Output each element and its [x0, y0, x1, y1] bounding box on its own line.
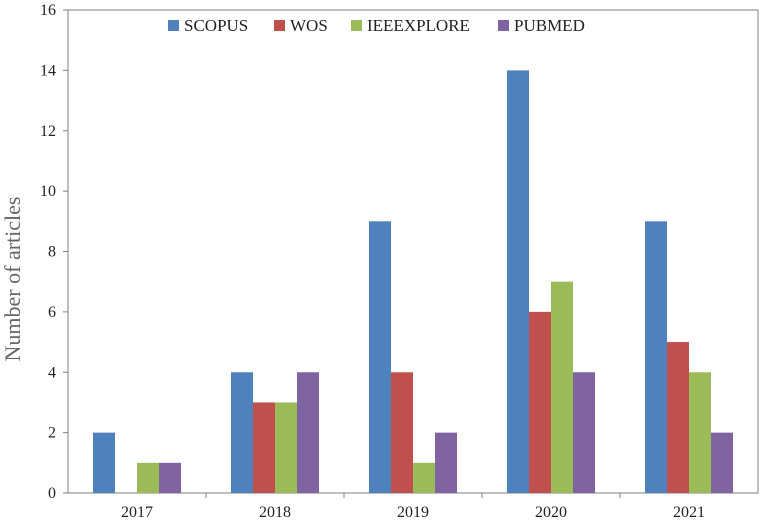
y-tick-label: 4	[48, 364, 56, 381]
y-axis-label: Number of articles	[0, 197, 25, 362]
x-tick-label: 2018	[259, 504, 291, 521]
legend-label-scopus: SCOPUS	[184, 16, 248, 35]
y-tick-label: 8	[48, 244, 56, 261]
legend-label-pubmed: PUBMED	[514, 16, 585, 35]
bar-pubmed-2018	[297, 372, 319, 493]
legend-swatch-scopus	[168, 20, 179, 31]
y-tick-label: 12	[40, 123, 56, 140]
y-tick-label: 10	[40, 183, 56, 200]
bars	[93, 70, 733, 493]
x-tick-label: 2017	[121, 504, 153, 521]
x-tick-label: 2021	[673, 504, 705, 521]
y-tick-label: 0	[48, 485, 56, 502]
bar-ieeexplore-2021	[689, 372, 711, 493]
legend: SCOPUS WOS IEEEXPLORE PUBMED	[168, 16, 585, 35]
legend-label-wos: WOS	[290, 16, 328, 35]
y-axis: 0 2 4 6 8 10 12 14 16	[40, 2, 68, 502]
bar-ieeexplore-2018	[275, 402, 297, 493]
legend-swatch-pubmed	[498, 20, 509, 31]
bar-pubmed-2020	[573, 372, 595, 493]
bar-ieeexplore-2020	[551, 281, 573, 493]
legend-swatch-wos	[274, 20, 285, 31]
legend-swatch-ieeexplore	[351, 20, 362, 31]
y-tick-label: 2	[48, 425, 56, 442]
y-tick-label: 16	[40, 2, 56, 19]
bar-scopus-2020	[507, 70, 529, 493]
x-tick-label: 2019	[397, 504, 429, 521]
bar-scopus-2017	[93, 432, 115, 493]
bar-scopus-2021	[645, 221, 667, 493]
bar-pubmed-2021	[711, 432, 733, 493]
bar-scopus-2019	[369, 221, 391, 493]
bar-ieeexplore-2017	[137, 462, 159, 493]
bar-ieeexplore-2019	[413, 462, 435, 493]
x-axis: 2017 2018 2019 2020 2021	[121, 493, 705, 521]
bar-wos-2021	[667, 342, 689, 493]
bar-wos-2020	[529, 311, 551, 493]
legend-label-ieeexplore: IEEEXPLORE	[367, 16, 470, 35]
bar-pubmed-2017	[159, 462, 181, 493]
bar-wos-2018	[253, 402, 275, 493]
x-tick-label: 2020	[535, 504, 567, 521]
y-tick-label: 14	[40, 62, 56, 79]
bar-scopus-2018	[231, 372, 253, 493]
bar-wos-2019	[391, 372, 413, 493]
y-tick-label: 6	[48, 304, 56, 321]
bar-pubmed-2019	[435, 432, 457, 493]
